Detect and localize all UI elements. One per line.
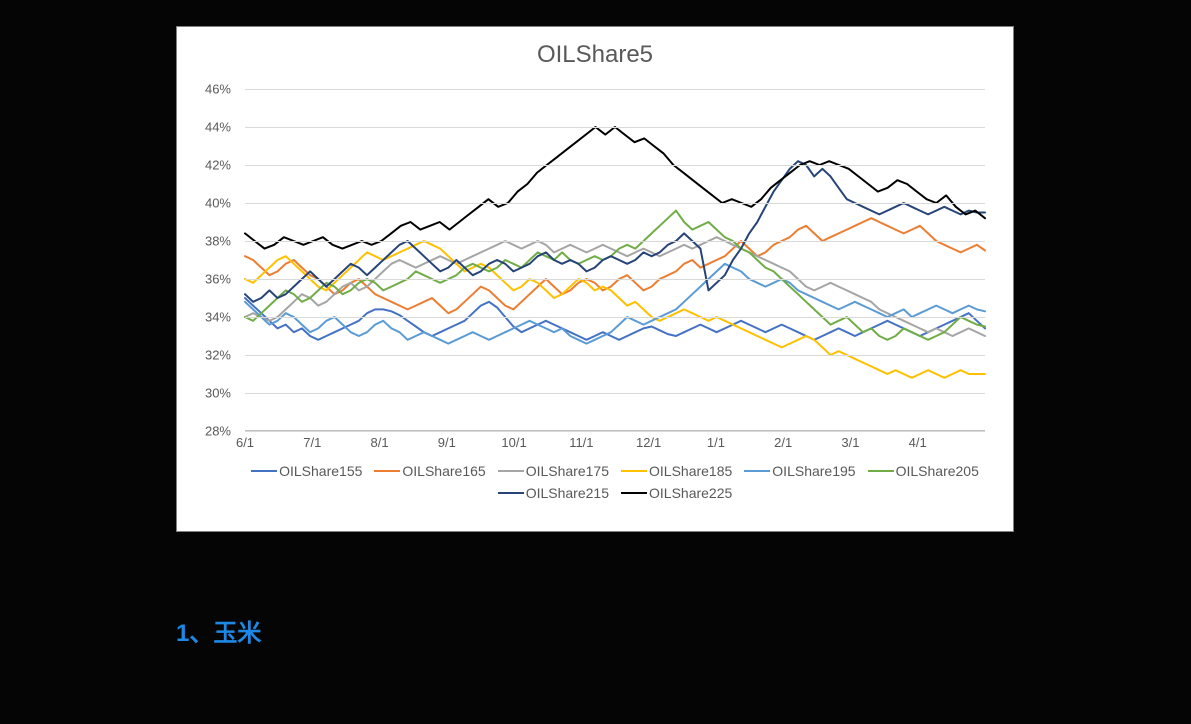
grid-line [245,203,985,204]
y-tick-label: 44% [205,120,231,135]
legend-item: OILShare155 [251,463,362,479]
legend-item: OILShare175 [498,463,609,479]
y-tick-label: 28% [205,424,231,439]
legend-item: OILShare225 [621,485,732,501]
legend-item: OILShare195 [744,463,855,479]
plot-area [245,89,985,431]
legend-swatch [498,492,524,495]
legend-swatch [498,470,524,473]
grid-line [245,431,985,432]
legend-item: OILShare185 [621,463,732,479]
y-tick-label: 42% [205,158,231,173]
legend-label: OILShare205 [896,463,979,479]
legend-swatch [251,470,277,473]
legend-swatch [374,470,400,473]
grid-line [245,355,985,356]
y-tick-label: 34% [205,310,231,325]
grid-line [245,89,985,90]
y-axis-labels: 28%30%32%34%36%38%40%42%44%46% [185,83,239,435]
legend-label: OILShare225 [649,485,732,501]
x-tick-label: 7/1 [303,435,321,450]
x-tick-label: 11/1 [569,435,593,450]
grid-line [245,165,985,166]
y-tick-label: 40% [205,196,231,211]
legend-item: OILShare165 [374,463,485,479]
grid-line [245,241,985,242]
x-tick-label: 3/1 [841,435,859,450]
grid-line [245,317,985,318]
y-tick-label: 36% [205,272,231,287]
legend-swatch [744,470,770,473]
x-tick-label: 9/1 [438,435,456,450]
chart-title: OILShare5 [185,41,1005,69]
legend-item: OILShare205 [868,463,979,479]
legend-label: OILShare195 [772,463,855,479]
x-tick-label: 2/1 [774,435,792,450]
y-tick-label: 46% [205,82,231,97]
legend-item: OILShare215 [498,485,609,501]
legend-swatch [621,492,647,495]
legend-label: OILShare175 [526,463,609,479]
x-tick-label: 1/1 [707,435,725,450]
legend-label: OILShare155 [279,463,362,479]
y-tick-label: 38% [205,234,231,249]
x-axis-labels: 6/17/18/19/110/111/112/11/12/13/14/1 [245,435,985,455]
x-tick-label: 6/1 [236,435,254,450]
legend-swatch [621,470,647,473]
legend: OILShare155 OILShare165 OILShare175 OILShar… [245,463,985,501]
chart-svg [245,89,985,431]
x-tick-label: 4/1 [909,435,927,450]
grid-line [245,393,985,394]
legend-label: OILShare215 [526,485,609,501]
y-tick-label: 32% [205,348,231,363]
legend-swatch [868,470,894,473]
chart-container: OILShare5 28% 30% 32% 34% 36% 38% 40% 42% 44% 46%… [176,26,1014,532]
legend-label: OILShare165 [402,463,485,479]
grid-line [245,127,985,128]
series-line [245,211,985,340]
y-tick-label: 30% [205,386,231,401]
chart-inner: OILShare5 28% 30% 32% 34% 36% 38% 40% 42% 44% 46%… [185,35,1005,523]
section-heading: 1、玉米 [176,613,261,648]
legend-label: OILShare185 [649,463,732,479]
x-tick-label: 8/1 [370,435,388,450]
grid-line [245,279,985,280]
x-tick-label: 10/1 [501,435,526,450]
series-line [245,127,985,249]
x-tick-label: 12/1 [636,435,661,450]
series-line [245,241,985,378]
